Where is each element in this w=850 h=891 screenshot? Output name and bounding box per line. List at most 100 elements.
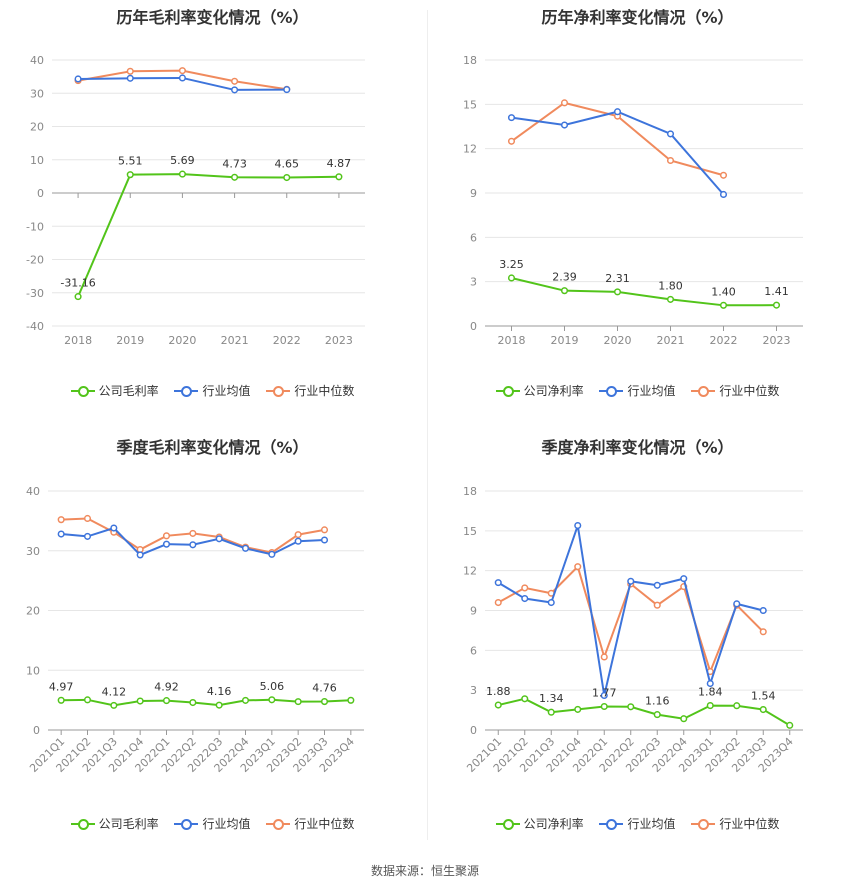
legend-item-industry-avg[interactable]: 行业均值: [599, 815, 676, 832]
legend-item-industry-median[interactable]: 行业中位数: [691, 382, 779, 399]
data-point: [320, 698, 329, 706]
chart-quarterly-net-margin: 0 3 6 9 12 15 18 2021Q12021Q22021Q32021Q42022Q1…: [463, 485, 803, 775]
data-label: 1.16: [645, 695, 670, 708]
data-point: [136, 697, 144, 705]
chart-quarterly-gross-margin: 0 10 20 30 40 2021Q12021Q22021Q32021Q42022Q12…: [26, 485, 364, 775]
legend-swatch-industry-avg: [599, 385, 624, 397]
data-point: [494, 579, 502, 587]
data-point: [189, 698, 197, 707]
legend-item-industry-median[interactable]: 行业中位数: [691, 815, 779, 832]
data-point: [294, 537, 302, 545]
y-tick-label: -20: [26, 254, 44, 267]
legend-swatch-industry-median: [691, 818, 716, 830]
data-point: [772, 301, 781, 309]
data-point: [74, 75, 82, 83]
legend-swatch-industry-median: [691, 385, 716, 397]
data-point: [294, 698, 302, 706]
data-label: 4.12: [102, 685, 127, 698]
data-point: [231, 77, 239, 85]
series-industry-avg: [494, 521, 767, 700]
data-point: [57, 530, 65, 538]
data-label: -31.16: [60, 277, 95, 290]
data-point: [335, 173, 343, 181]
data-point: [178, 74, 186, 82]
legend-item-industry-avg[interactable]: 行业均值: [174, 815, 251, 832]
legend-item-company[interactable]: 公司净利率: [495, 382, 584, 399]
y-tick-label: 30: [30, 87, 44, 100]
data-point: [759, 706, 767, 714]
series-industry-avg: [507, 108, 728, 199]
x-tick-label: 2022: [710, 334, 738, 347]
legend-label: 行业均值: [202, 384, 251, 398]
data-point: [57, 696, 65, 704]
x-tick-label: 2019: [551, 334, 579, 347]
data-label: 5.06: [260, 680, 285, 693]
legend-item-company[interactable]: 公司净利率: [495, 815, 584, 832]
legend-swatch-industry-avg: [174, 818, 199, 830]
data-point: [574, 563, 582, 571]
legend-item-industry-avg[interactable]: 行业均值: [599, 382, 676, 399]
legend-item-industry-median[interactable]: 行业中位数: [266, 382, 354, 399]
data-point: [162, 540, 171, 548]
series-line: [498, 697, 791, 727]
y-tick-label: 20: [26, 605, 40, 618]
legend-label: 行业均值: [627, 817, 676, 831]
data-point: [653, 711, 661, 719]
legend-swatch-industry-median: [266, 818, 291, 830]
data-point: [560, 287, 569, 295]
y-tick-label: -10: [26, 220, 44, 233]
data-point: [507, 274, 516, 282]
legend-item-industry-median[interactable]: 行业中位数: [266, 815, 354, 832]
y-axis: -40 -30 -20 -10 0 10 20 30 40: [26, 54, 44, 333]
chart-annual-net-margin: 0 3 6 9 12 15 18 2018 2019 2020 2021 2022 2023 3.25 2.…: [463, 54, 803, 347]
legend-label: 行业中位数: [719, 384, 780, 398]
data-point: [600, 702, 608, 711]
data-point: [560, 121, 569, 129]
y-tick-label: 9: [470, 605, 477, 618]
y-tick-label: 40: [26, 485, 40, 498]
data-label: 4.87: [327, 157, 352, 170]
legend-item-company[interactable]: 公司毛利率: [70, 815, 159, 832]
x-tick-label: 2022: [273, 334, 301, 347]
x-axis: 2021Q12021Q22021Q32021Q42022Q12022Q22022…: [27, 730, 357, 775]
data-point: [268, 696, 276, 704]
data-point: [126, 67, 134, 75]
y-tick-label: 10: [26, 664, 40, 677]
data-point: [231, 86, 239, 94]
data-label: 4.73: [222, 157, 247, 170]
legend-item-company[interactable]: 公司毛利率: [70, 382, 159, 399]
data-point: [83, 696, 92, 704]
data-point: [706, 679, 714, 688]
data-point: [560, 99, 569, 107]
legend-swatch-industry-avg: [174, 385, 199, 397]
legend-swatch-industry-avg: [599, 818, 624, 830]
data-point: [666, 156, 675, 165]
legend-item-industry-avg[interactable]: 行业均值: [174, 382, 251, 399]
data-point: [574, 705, 582, 713]
y-tick-label: 0: [470, 320, 477, 333]
data-point: [507, 137, 516, 145]
series-company: -31.16 5.51 5.69 4.73 4.65 4.87: [60, 154, 352, 301]
data-point: [294, 531, 302, 539]
legend: 公司净利率 行业均值 行业中位数: [425, 815, 850, 833]
chart-annual-gross-margin: -40 -30 -20 -10 0 10 20 30 40 2018 2019 2020 2021 202…: [26, 54, 365, 347]
data-point: [136, 551, 144, 559]
x-tick-label: 2018: [498, 334, 526, 347]
gridlines: [485, 59, 803, 327]
chart-title: 历年净利率变化情况（%）: [541, 8, 734, 27]
x-axis: 2021Q12021Q22021Q32021Q42022Q12022Q22022…: [464, 730, 796, 775]
data-label: 5.69: [170, 154, 195, 167]
data-point: [268, 550, 276, 558]
series-industry-avg: [57, 524, 329, 559]
y-tick-label: 18: [463, 485, 477, 498]
data-point: [178, 170, 186, 178]
data-label: 4.16: [207, 685, 232, 698]
data-point: [613, 108, 622, 116]
data-point: [733, 702, 741, 710]
panel-divider: [427, 10, 428, 840]
legend: 公司毛利率 行业均值 行业中位数: [0, 382, 425, 400]
gridlines: [485, 490, 803, 731]
data-point: [110, 524, 118, 532]
data-label: 1.54: [751, 690, 776, 703]
series-company: 3.25 2.39 2.31 1.80 1.40 1.41: [499, 258, 789, 309]
